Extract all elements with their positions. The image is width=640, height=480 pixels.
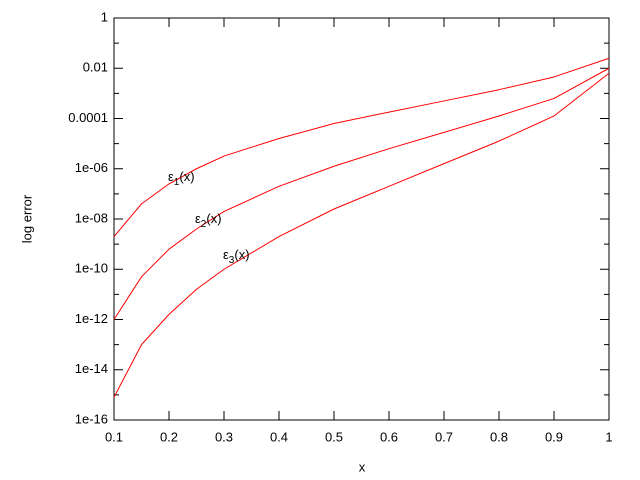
series-line — [113, 57, 610, 237]
curve-label: ε3(x) — [223, 247, 250, 265]
x-tick-label: 0.6 — [380, 429, 398, 444]
y-tick-label: 1e-16 — [75, 411, 108, 426]
y-tick-label: 1e-08 — [75, 210, 108, 225]
x-tick-label: 1 — [605, 429, 612, 444]
series-line — [113, 67, 610, 320]
label-subscript: 2 — [201, 219, 207, 230]
curve-label: ε1(x) — [168, 169, 195, 187]
y-tick-label: 1e-14 — [75, 361, 108, 376]
y-tick-label: 1e-10 — [75, 261, 108, 276]
x-tick-label: 0.8 — [490, 429, 508, 444]
x-tick-label: 0.1 — [105, 429, 123, 444]
label-suffix: (x) — [179, 169, 194, 184]
x-tick-label: 0.5 — [325, 429, 343, 444]
label-subscript: 3 — [229, 255, 235, 266]
x-tick-label: 0.7 — [435, 429, 453, 444]
label-symbol: ε — [223, 247, 229, 262]
y-tick-label: 1e-06 — [75, 160, 108, 175]
x-axis-label: x — [359, 459, 366, 474]
plot-frame — [113, 17, 610, 421]
y-tick-label: 1 — [101, 9, 108, 24]
y-tick-label: 0.0001 — [68, 110, 108, 125]
x-tick-label: 0.9 — [545, 429, 563, 444]
y-tick-label: 1e-12 — [75, 311, 108, 326]
label-suffix: (x) — [206, 211, 221, 226]
label-symbol: ε — [195, 211, 201, 226]
y-axis-label: log error — [19, 194, 34, 243]
y-tick-label: 0.01 — [83, 60, 108, 75]
series-line — [113, 72, 610, 398]
label-symbol: ε — [168, 169, 174, 184]
x-tick-label: 0.4 — [270, 429, 288, 444]
x-tick-label: 0.2 — [160, 429, 178, 444]
label-subscript: 1 — [174, 177, 180, 188]
label-suffix: (x) — [234, 247, 249, 262]
x-tick-label: 0.3 — [215, 429, 233, 444]
curve-label: ε2(x) — [195, 211, 222, 229]
